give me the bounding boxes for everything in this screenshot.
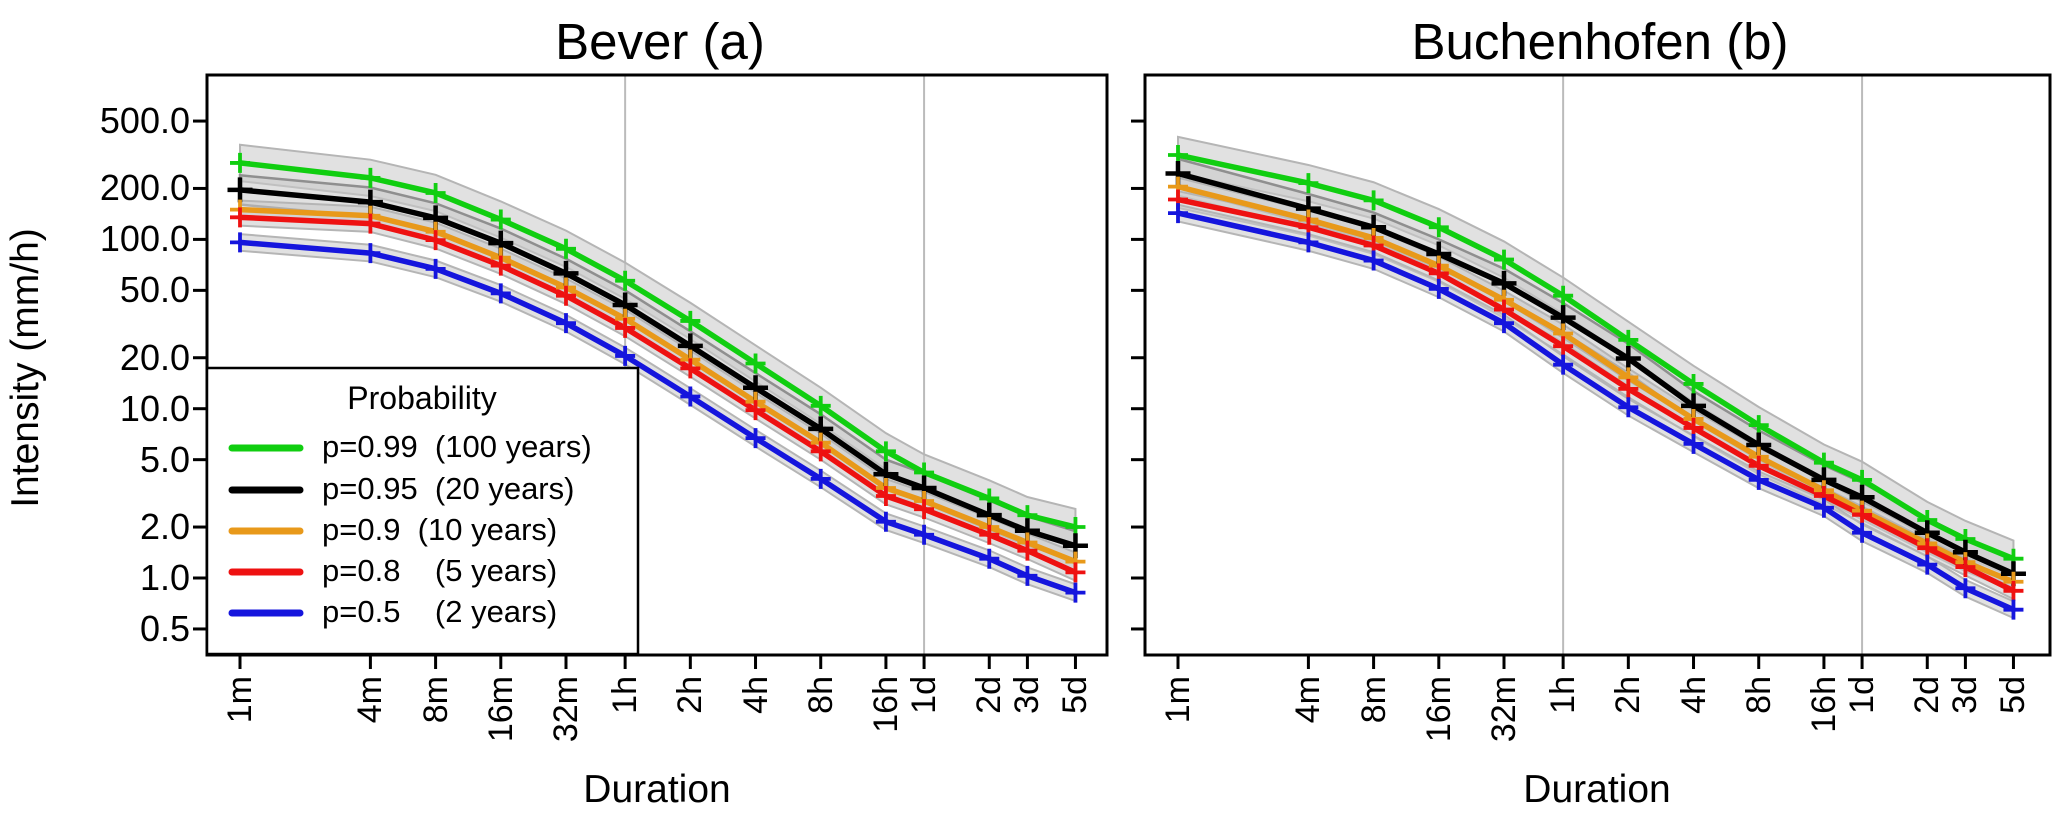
curve-p=0.8 bbox=[237, 214, 1079, 576]
curve-p=0.99 bbox=[237, 160, 1079, 530]
x-tick-label-4h: 4h bbox=[736, 676, 775, 714]
y-tick-label-5.0: 5.0 bbox=[139, 438, 190, 480]
x-tick-label-16h: 16h bbox=[866, 676, 905, 733]
x-tick-label-16h: 16h bbox=[1804, 676, 1843, 733]
plot-border-bever bbox=[205, 73, 1109, 657]
x-tick-label-1d: 1d bbox=[905, 676, 944, 714]
y-tick-label-200.0: 200.0 bbox=[99, 167, 190, 209]
markers-p=0.8 bbox=[1168, 189, 2024, 601]
x-tick-label-4h: 4h bbox=[1674, 676, 1713, 714]
y-tick-label-1.0: 1.0 bbox=[139, 557, 190, 598]
markers-p=0.99 bbox=[1168, 145, 2024, 569]
curve-p=0.99 bbox=[1175, 152, 2017, 562]
markers-p=0.95 bbox=[227, 177, 1088, 559]
y-tick-label-0.5: 0.5 bbox=[139, 607, 190, 649]
x-tick-label-8m: 8m bbox=[416, 676, 455, 724]
x-tick-label-4m: 4m bbox=[351, 676, 390, 724]
markers-p=0.5 bbox=[1168, 203, 2024, 620]
legend-title: Probability bbox=[347, 380, 497, 416]
x-axis-label-left: Duration bbox=[583, 768, 731, 811]
x-tick-label-1m: 1m bbox=[1159, 676, 1197, 724]
y-tick-label-50.0: 50.0 bbox=[119, 269, 190, 311]
y-tick-label-2.0: 2.0 bbox=[139, 506, 190, 548]
y-tick-label-10.0: 10.0 bbox=[119, 387, 190, 429]
confidence-band-p=0.5 bbox=[1177, 203, 2015, 620]
x-tick-label-16m: 16m bbox=[481, 676, 520, 743]
y-tick-label-100.0: 100.0 bbox=[99, 218, 190, 260]
legend-entry-label: p=0.99 (100 years) bbox=[322, 429, 592, 464]
x-tick-label-2h: 2h bbox=[671, 676, 710, 714]
markers-p=0.99 bbox=[230, 152, 1086, 538]
markers-p=0.5 bbox=[230, 232, 1086, 603]
x-tick-label-1h: 1h bbox=[606, 676, 645, 714]
curve-p=0.5 bbox=[1175, 210, 2017, 613]
curve-p=0.95 bbox=[1175, 170, 2017, 577]
x-tick-label-2d: 2d bbox=[1908, 676, 1947, 714]
legend-entry-label: p=0.5 (2 years) bbox=[322, 594, 558, 629]
x-tick-label-8h: 8h bbox=[801, 676, 840, 714]
x-tick-label-4m: 4m bbox=[1289, 676, 1328, 724]
x-axis-label-right: Duration bbox=[1523, 768, 1671, 811]
y-tick-label-20.0: 20.0 bbox=[119, 336, 190, 378]
x-tick-label-1h: 1h bbox=[1544, 676, 1583, 714]
x-tick-label-3d: 3d bbox=[1008, 676, 1047, 714]
curve-p=0.9 bbox=[237, 206, 1079, 565]
curve-p=0.95 bbox=[237, 187, 1079, 549]
legend-box bbox=[205, 366, 640, 656]
legend-entry-label: p=0.8 (5 years) bbox=[322, 553, 558, 588]
x-tick-label-1d: 1d bbox=[1843, 676, 1882, 714]
x-tick-label-32m: 32m bbox=[547, 676, 585, 743]
x-tick-label-32m: 32m bbox=[1485, 676, 1523, 743]
x-tick-label-1m: 1m bbox=[221, 676, 259, 724]
legend-entry-label: p=0.9 (10 years) bbox=[322, 512, 558, 547]
curve-p=0.9 bbox=[1175, 183, 2017, 585]
x-tick-label-8m: 8m bbox=[1354, 676, 1393, 724]
curve-p=0.8 bbox=[1175, 196, 2017, 594]
x-tick-label-2h: 2h bbox=[1609, 676, 1648, 714]
x-tick-label-5d: 5d bbox=[1056, 676, 1095, 714]
legend-entry-label: p=0.95 (20 years) bbox=[322, 471, 575, 506]
plot-border-buchenhofen bbox=[1143, 73, 2052, 657]
markers-p=0.8 bbox=[230, 207, 1086, 583]
x-tick-label-5d: 5d bbox=[1994, 676, 2033, 714]
x-tick-label-8h: 8h bbox=[1739, 676, 1778, 714]
chart-title-buchenhofen: Buchenhofen (b) bbox=[1411, 13, 1789, 70]
x-tick-label-16m: 16m bbox=[1419, 676, 1458, 743]
curve-p=0.5 bbox=[237, 239, 1079, 596]
y-tick-label-500.0: 500.0 bbox=[99, 100, 190, 142]
chart-title-bever: Bever (a) bbox=[555, 13, 765, 70]
x-tick-label-3d: 3d bbox=[1946, 676, 1985, 714]
x-tick-label-2d: 2d bbox=[970, 676, 1009, 714]
